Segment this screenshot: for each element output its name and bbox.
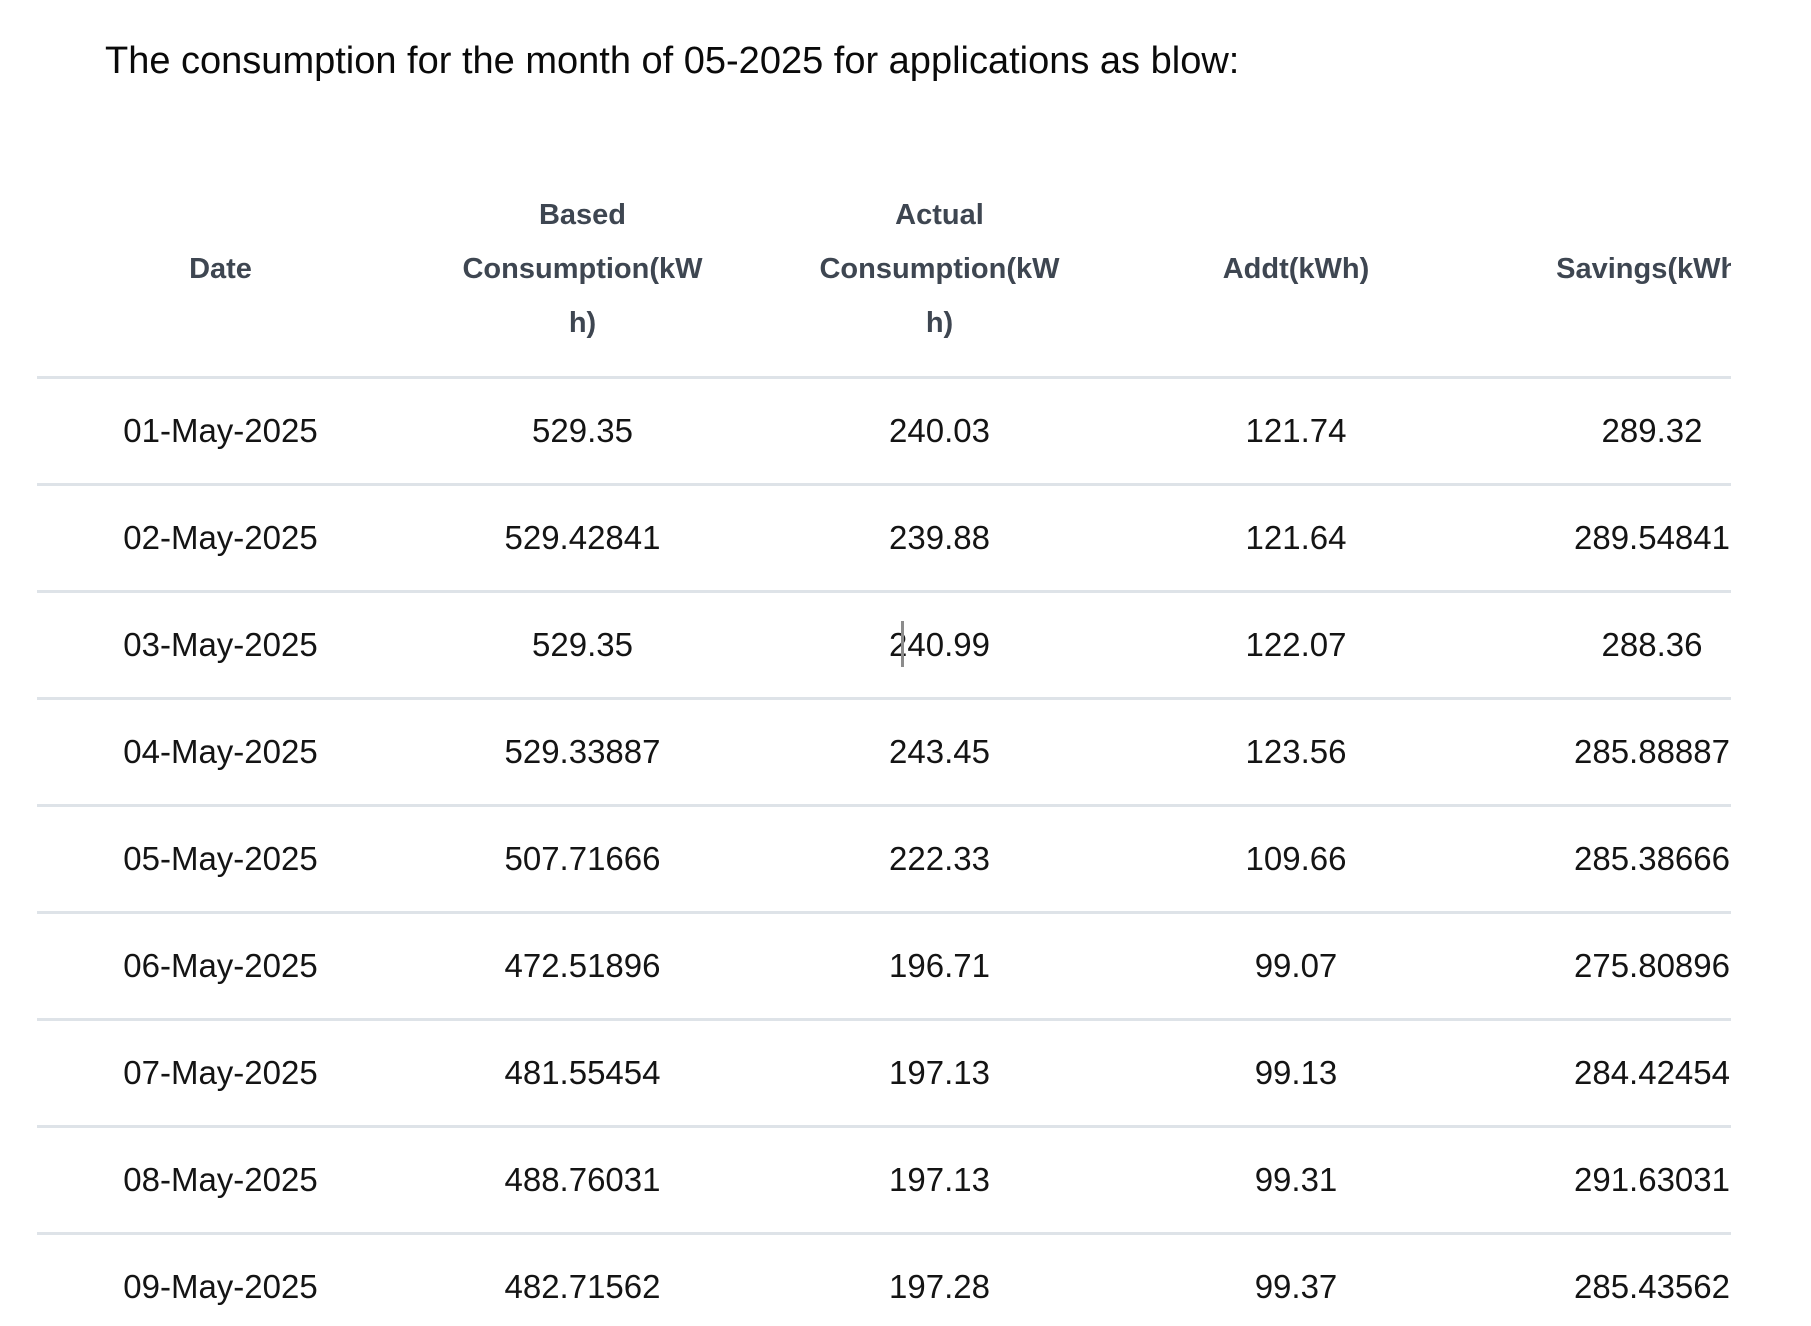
cell-addt[interactable]: 99.07: [1118, 912, 1474, 1021]
table-row: 08-May-2025 488.76031 197.13 99.31 291.63031: [37, 1126, 1731, 1235]
cell-date[interactable]: 06-May-2025: [37, 912, 404, 1021]
cell-actual[interactable]: 243.45: [761, 698, 1118, 807]
column-header-savings: Savings(kWh): [1474, 162, 1731, 379]
cell-date[interactable]: 05-May-2025: [37, 805, 404, 914]
cell-addt[interactable]: 123.56: [1118, 698, 1474, 807]
table-row: 09-May-2025 482.71562 197.28 99.37 285.43562: [37, 1233, 1731, 1326]
cell-addt[interactable]: 99.31: [1118, 1126, 1474, 1235]
page-title: The consumption for the month of 05-2025…: [105, 40, 1240, 82]
cell-savings[interactable]: 275.80896: [1474, 912, 1731, 1021]
consumption-table-container: Date Based Consumption(kW h) Actual Consumpti…: [37, 162, 1731, 1326]
cell-date[interactable]: 03-May-2025: [37, 591, 404, 700]
cell-actual[interactable]: 240.99: [761, 591, 1118, 700]
cell-actual[interactable]: 197.13: [761, 1126, 1118, 1235]
cell-based[interactable]: 481.55454: [404, 1019, 761, 1128]
cell-actual[interactable]: 222.33: [761, 805, 1118, 914]
cell-based[interactable]: 529.35: [404, 591, 761, 700]
cell-addt[interactable]: 121.64: [1118, 484, 1474, 593]
table-row: 02-May-2025 529.42841 239.88 121.64 289.5484…: [37, 484, 1731, 593]
column-header-date: Date: [37, 162, 404, 379]
cell-based[interactable]: 482.71562: [404, 1233, 761, 1326]
text-cursor-caret: [901, 621, 904, 667]
cell-savings[interactable]: 289.54841: [1474, 484, 1731, 593]
cell-savings[interactable]: 285.88887: [1474, 698, 1731, 807]
cell-based[interactable]: 507.71666: [404, 805, 761, 914]
column-header-based: Based Consumption(kW h): [404, 162, 761, 379]
table-header-row: Date Based Consumption(kW h) Actual Consumpti…: [37, 162, 1731, 379]
column-header-addt: Addt(kWh): [1118, 162, 1474, 379]
table-row: 03-May-2025 529.35 240.99 122.07 288.36: [37, 591, 1731, 700]
cell-addt[interactable]: 121.74: [1118, 377, 1474, 486]
cell-date[interactable]: 04-May-2025: [37, 698, 404, 807]
table-row: 05-May-2025 507.71666 222.33 109.66 285.3866…: [37, 805, 1731, 914]
cell-based[interactable]: 472.51896: [404, 912, 761, 1021]
cell-date[interactable]: 08-May-2025: [37, 1126, 404, 1235]
cell-savings[interactable]: 291.63031: [1474, 1126, 1731, 1235]
cell-based[interactable]: 529.35: [404, 377, 761, 486]
cell-addt[interactable]: 109.66: [1118, 805, 1474, 914]
cell-date[interactable]: 09-May-2025: [37, 1233, 404, 1326]
table-body: 01-May-2025 529.35 240.03 121.74 289.32 02-Ma…: [37, 377, 1731, 1326]
cell-savings[interactable]: 285.43562: [1474, 1233, 1731, 1326]
cell-actual[interactable]: 239.88: [761, 484, 1118, 593]
cell-savings[interactable]: 288.36: [1474, 591, 1731, 700]
cell-actual[interactable]: 197.13: [761, 1019, 1118, 1128]
cell-date[interactable]: 07-May-2025: [37, 1019, 404, 1128]
cell-addt[interactable]: 122.07: [1118, 591, 1474, 700]
cell-date[interactable]: 02-May-2025: [37, 484, 404, 593]
cell-actual[interactable]: 240.03: [761, 377, 1118, 486]
cell-date[interactable]: 01-May-2025: [37, 377, 404, 486]
cell-actual[interactable]: 196.71: [761, 912, 1118, 1021]
consumption-table: Date Based Consumption(kW h) Actual Consumpti…: [37, 162, 1731, 1326]
cell-based[interactable]: 529.42841: [404, 484, 761, 593]
table-row: 07-May-2025 481.55454 197.13 99.13 284.42454: [37, 1019, 1731, 1128]
table-row: 04-May-2025 529.33887 243.45 123.56 285.8888…: [37, 698, 1731, 807]
cell-addt[interactable]: 99.13: [1118, 1019, 1474, 1128]
cell-based[interactable]: 488.76031: [404, 1126, 761, 1235]
cell-addt[interactable]: 99.37: [1118, 1233, 1474, 1326]
cell-savings[interactable]: 285.38666: [1474, 805, 1731, 914]
column-header-actual: Actual Consumption(kW h): [761, 162, 1118, 379]
cell-savings[interactable]: 289.32: [1474, 377, 1731, 486]
table-row: 06-May-2025 472.51896 196.71 99.07 275.80896: [37, 912, 1731, 1021]
cell-based[interactable]: 529.33887: [404, 698, 761, 807]
cell-actual[interactable]: 197.28: [761, 1233, 1118, 1326]
cell-savings[interactable]: 284.42454: [1474, 1019, 1731, 1128]
table-row: 01-May-2025 529.35 240.03 121.74 289.32: [37, 377, 1731, 486]
